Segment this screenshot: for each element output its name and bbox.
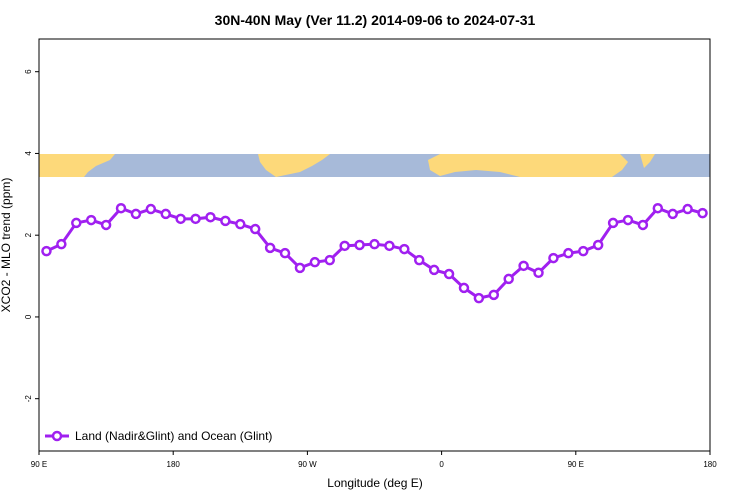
data-point (294, 262, 306, 274)
data-point (190, 213, 201, 225)
data-point (473, 292, 485, 304)
plot-frame (38, 38, 711, 452)
data-point (682, 203, 693, 215)
data-point (548, 252, 559, 264)
data-point (279, 247, 291, 259)
data-point (115, 202, 127, 214)
data-point (205, 211, 216, 223)
x-tick-label: 90 E (31, 460, 47, 469)
data-point (324, 254, 336, 266)
data-point (563, 247, 574, 259)
data-point (443, 268, 455, 280)
data-point (607, 217, 619, 229)
y-tick-label: 4 (24, 151, 33, 156)
data-point (652, 202, 664, 214)
x-tick-label: 90 E (568, 460, 584, 469)
x-tick-label: 0 (439, 460, 444, 469)
data-point (384, 240, 395, 252)
data-point (175, 213, 186, 225)
data-point (458, 282, 470, 294)
x-tick-label: 180 (703, 460, 717, 469)
data-point (339, 240, 350, 252)
x-tick-label: 90 W (298, 460, 317, 469)
data-point (354, 239, 365, 251)
y-tick-label: 2 (24, 232, 33, 237)
x-axis-label: Longitude (deg E) (327, 476, 422, 490)
data-point (264, 242, 276, 254)
data-point (667, 208, 678, 220)
data-point (145, 203, 157, 215)
y-tick-label: 0 (24, 314, 33, 319)
data-point (71, 217, 82, 229)
data-point (518, 260, 529, 272)
map-strip (39, 154, 710, 177)
data-point (309, 256, 321, 268)
y-tick-label: -2 (24, 395, 33, 403)
y-tick-label: 6 (24, 69, 33, 74)
data-point (578, 245, 589, 257)
data-point (592, 239, 604, 251)
data-point (533, 267, 544, 279)
series-line (45, 206, 703, 300)
data-point (220, 215, 231, 227)
data-point (697, 207, 708, 219)
data-point (428, 264, 440, 276)
data-point (637, 219, 649, 231)
legend-label: Land (Nadir&Glint) and Ocean (Glint) (75, 429, 272, 443)
data-point (503, 273, 514, 285)
data-point (622, 214, 634, 226)
data-point (160, 208, 171, 220)
data-point (399, 243, 410, 255)
data-point (56, 238, 67, 250)
y-axis-label: XCO2 - MLO trend (ppm) (0, 178, 13, 313)
data-point (41, 245, 52, 257)
data-point (85, 214, 97, 226)
data-point (413, 254, 425, 266)
legend-marker (51, 430, 63, 442)
data-point (100, 219, 112, 231)
data-point (235, 218, 246, 230)
data-point (130, 208, 142, 220)
data-point (369, 238, 380, 250)
x-tick-label: 180 (167, 460, 181, 469)
data-point (249, 223, 261, 235)
data-point (488, 289, 500, 301)
chart-title: 30N-40N May (Ver 11.2) 2014-09-06 to 202… (215, 12, 536, 28)
